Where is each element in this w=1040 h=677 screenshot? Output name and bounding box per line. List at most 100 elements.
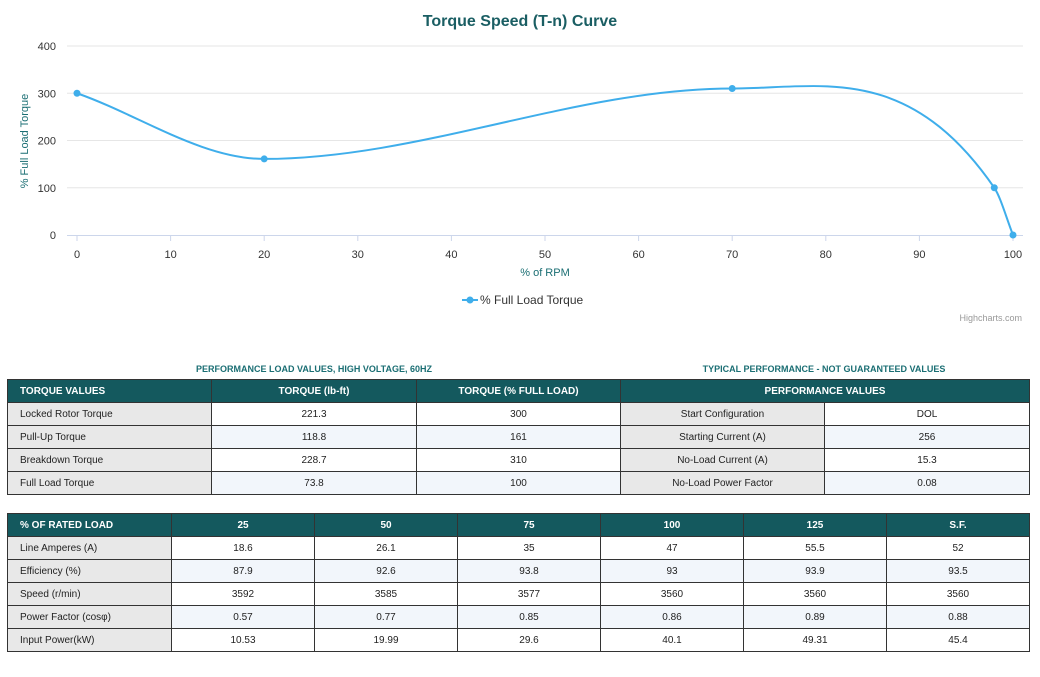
data-point	[260, 155, 268, 163]
rated-value-cell: 3592	[171, 582, 315, 606]
performance-value-cell: 15.3	[824, 448, 1030, 472]
x-tick-label: 100	[1004, 249, 1022, 261]
x-tick-label: 70	[726, 249, 738, 261]
data-point	[1009, 231, 1017, 239]
rated-value-cell: 0.57	[171, 605, 315, 629]
x-tick-label: 30	[352, 249, 364, 261]
torque-header-row: TORQUE VALUES TORQUE (lb-ft) TORQUE (% F…	[7, 379, 1030, 403]
load-values-caption: PERFORMANCE LOAD VALUES, HIGH VOLTAGE, 6…	[195, 364, 432, 374]
y-tick-label: 100	[38, 183, 56, 195]
performance-label-cell: Starting Current (A)	[620, 425, 825, 449]
rated-value-cell: 0.88	[886, 605, 1030, 629]
chart-credits: Highcharts.com	[959, 313, 1022, 323]
header-load-level: S.F.	[886, 513, 1030, 537]
y-tick-label: 300	[38, 88, 56, 100]
chart-title: Torque Speed (T-n) Curve	[423, 13, 617, 30]
x-tick-label: 80	[820, 249, 832, 261]
y-tick-label: 0	[50, 230, 56, 242]
rated-value-cell: 3560	[600, 582, 744, 606]
rated-value-cell: 10.53	[171, 628, 315, 652]
rated-value-cell: 3585	[314, 582, 458, 606]
torque-row: Breakdown Torque 228.7 310 No-Load Current …	[7, 448, 1030, 472]
header-load-level: 75	[457, 513, 601, 537]
torque-type-cell: Pull-Up Torque	[7, 425, 212, 449]
rated-metric-cell: Input Power(kW)	[7, 628, 172, 652]
rated-value-cell: 19.99	[314, 628, 458, 652]
header-load-level: 100	[600, 513, 744, 537]
torque-pct-cell: 300	[416, 402, 621, 426]
header-rated-load: % OF RATED LOAD	[7, 513, 172, 537]
header-torque-lbft: TORQUE (lb-ft)	[211, 379, 417, 403]
header-torque-values: TORQUE VALUES	[7, 379, 212, 403]
typical-performance-caption: TYPICAL PERFORMANCE - NOT GUARANTEED VAL…	[702, 364, 946, 374]
rated-value-cell: 0.89	[743, 605, 887, 629]
y-tick-label: 400	[38, 41, 56, 53]
performance-value-cell: 256	[824, 425, 1030, 449]
x-axis-title: % of RPM	[520, 267, 570, 279]
header-performance-values: PERFORMANCE VALUES	[620, 379, 1030, 403]
data-point	[73, 89, 81, 97]
rated-value-cell: 26.1	[314, 536, 458, 560]
x-tick-label: 10	[164, 249, 176, 261]
header-torque-pct: TORQUE (% FULL LOAD)	[416, 379, 621, 403]
torque-type-cell: Locked Rotor Torque	[7, 402, 212, 426]
performance-value-cell: DOL	[824, 402, 1030, 426]
torque-type-cell: Full Load Torque	[7, 471, 212, 495]
torque-lbft-cell: 221.3	[211, 402, 417, 426]
header-load-level: 125	[743, 513, 887, 537]
y-tick-label: 200	[38, 136, 56, 148]
rated-value-cell: 3560	[886, 582, 1030, 606]
rated-value-cell: 93.5	[886, 559, 1030, 583]
rated-load-table: % OF RATED LOAD 25 50 75 100 125 S.F. Line Amp…	[7, 513, 1030, 652]
rated-metric-cell: Line Amperes (A)	[7, 536, 172, 560]
rated-value-cell: 52	[886, 536, 1030, 560]
rated-value-cell: 47	[600, 536, 744, 560]
torque-pct-cell: 310	[416, 448, 621, 472]
rated-value-cell: 29.6	[457, 628, 601, 652]
rated-value-cell: 3577	[457, 582, 601, 606]
torque-lbft-cell: 228.7	[211, 448, 417, 472]
series-line	[76, 85, 1014, 236]
y-axis-title: % Full Load Torque	[19, 94, 31, 189]
x-tick-label: 90	[913, 249, 925, 261]
rated-value-cell: 55.5	[743, 536, 887, 560]
rated-load-row: Efficiency (%) 87.9 92.6 93.8 93 93.9 93.5	[7, 559, 1030, 583]
legend-marker	[466, 296, 474, 304]
header-load-level: 50	[314, 513, 458, 537]
performance-label-cell: Start Configuration	[620, 402, 825, 426]
rated-value-cell: 87.9	[171, 559, 315, 583]
rated-value-cell: 93.8	[457, 559, 601, 583]
torque-pct-cell: 100	[416, 471, 621, 495]
header-load-level: 25	[171, 513, 315, 537]
rated-value-cell: 0.85	[457, 605, 601, 629]
rated-value-cell: 49.31	[743, 628, 887, 652]
torque-speed-chart: Torque Speed (T-n) Curve 0 100 200 300 400 0 10…	[0, 0, 1040, 335]
rated-value-cell: 0.77	[314, 605, 458, 629]
legend-label: % Full Load Torque	[480, 293, 584, 307]
torque-type-cell: Breakdown Torque	[7, 448, 212, 472]
rated-metric-cell: Speed (r/min)	[7, 582, 172, 606]
rated-value-cell: 92.6	[314, 559, 458, 583]
x-tick-label: 40	[445, 249, 457, 261]
x-tick-label: 60	[632, 249, 644, 261]
rated-value-cell: 45.4	[886, 628, 1030, 652]
rated-metric-cell: Power Factor (cosφ)	[7, 605, 172, 629]
rated-metric-cell: Efficiency (%)	[7, 559, 172, 583]
data-point	[728, 85, 736, 93]
rated-load-row: Input Power(kW) 10.53 19.99 29.6 40.1 49.31 45…	[7, 628, 1030, 652]
rated-load-row: Speed (r/min) 3592 3585 3577 3560 3560 3560	[7, 582, 1030, 606]
x-tick-label: 20	[258, 249, 270, 261]
rated-value-cell: 18.6	[171, 536, 315, 560]
rated-value-cell: 93	[600, 559, 744, 583]
torque-performance-table: TORQUE VALUES TORQUE (lb-ft) TORQUE (% F…	[7, 379, 1030, 495]
chart-svg: Torque Speed (T-n) Curve 0 100 200 300 400 0 10…	[19, 13, 1023, 323]
rated-value-cell: 40.1	[600, 628, 744, 652]
rated-value-cell: 0.86	[600, 605, 744, 629]
torque-lbft-cell: 73.8	[211, 471, 417, 495]
performance-label-cell: No-Load Power Factor	[620, 471, 825, 495]
torque-row: Full Load Torque 73.8 100 No-Load Power Fac…	[7, 471, 1030, 495]
torque-row: Pull-Up Torque 118.8 161 Starting Current (…	[7, 425, 1030, 449]
performance-value-cell: 0.08	[824, 471, 1030, 495]
rated-load-row: Power Factor (cosφ) 0.57 0.77 0.85 0.86 0.89 0…	[7, 605, 1030, 629]
data-point	[990, 184, 998, 192]
